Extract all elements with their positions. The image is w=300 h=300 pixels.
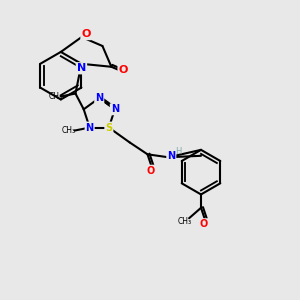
Text: CH₃: CH₃ — [49, 92, 63, 101]
Text: S: S — [105, 123, 112, 133]
Text: O: O — [81, 29, 91, 39]
Text: N: N — [167, 151, 175, 161]
Text: O: O — [200, 219, 208, 229]
Text: N: N — [95, 93, 103, 103]
Text: O: O — [146, 166, 154, 176]
Text: CH₃: CH₃ — [61, 126, 75, 135]
Text: N: N — [77, 63, 86, 73]
Text: N: N — [111, 104, 119, 114]
Text: N: N — [85, 123, 94, 133]
Text: H: H — [176, 147, 182, 156]
Text: O: O — [118, 65, 128, 75]
Text: CH₃: CH₃ — [178, 217, 192, 226]
